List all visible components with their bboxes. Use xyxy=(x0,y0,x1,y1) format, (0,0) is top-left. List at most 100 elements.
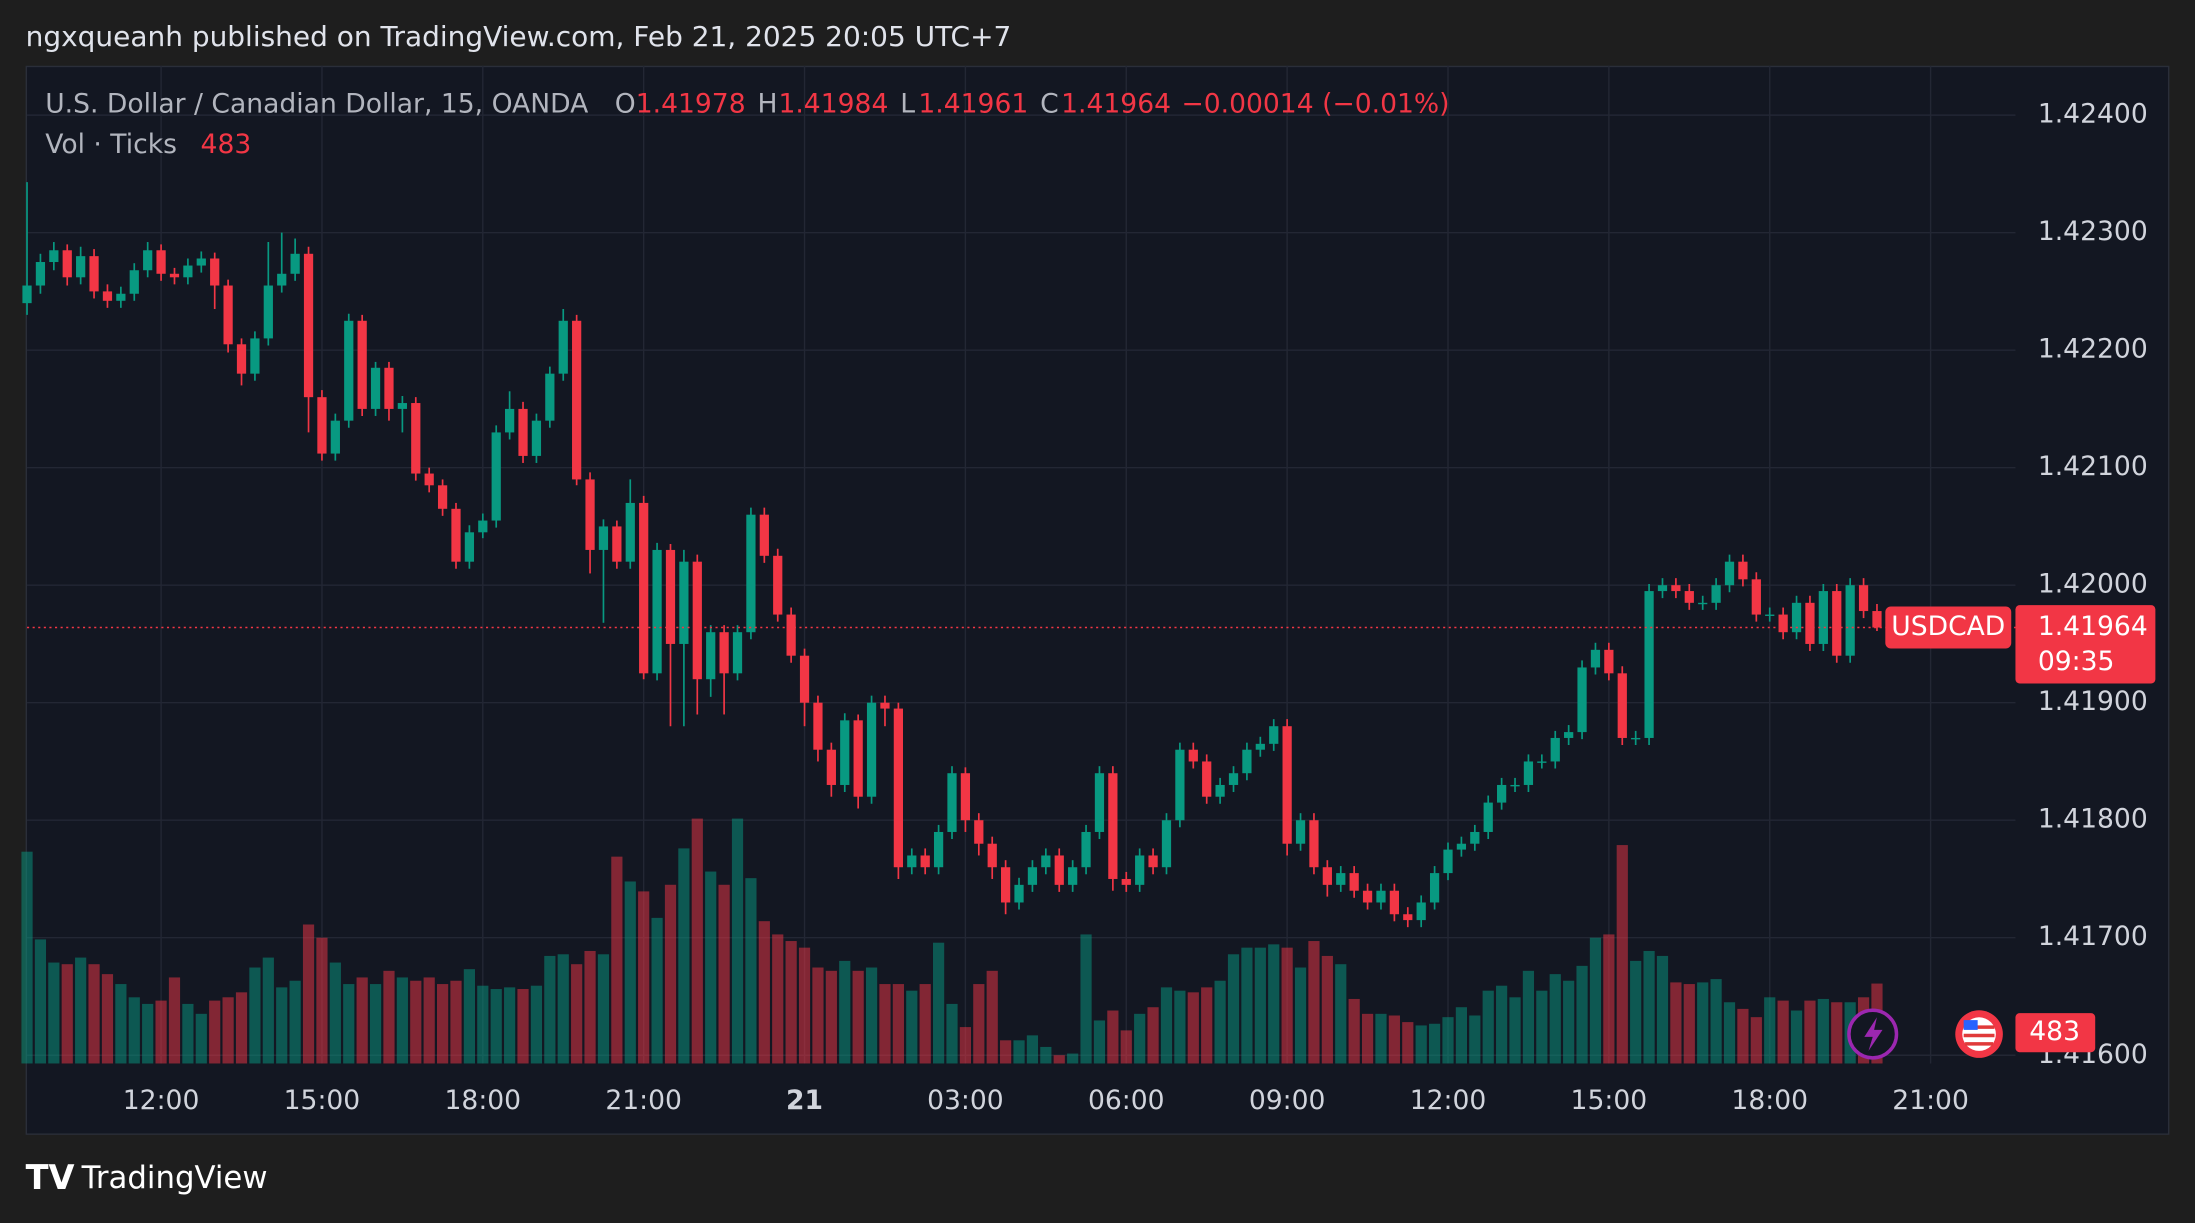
volume-bar xyxy=(463,969,476,1064)
candle-body xyxy=(1510,784,1520,787)
volume-label: Vol · Ticks xyxy=(45,129,177,160)
volume-bar xyxy=(1683,984,1695,1064)
volume-bar xyxy=(1576,965,1588,1064)
candle-body xyxy=(236,344,247,374)
flag-icon[interactable] xyxy=(1955,1010,2003,1058)
candle-body xyxy=(518,408,528,456)
volume-bar xyxy=(1737,1008,1749,1064)
x-tick-label: 15:00 xyxy=(284,1085,361,1116)
volume-bar xyxy=(530,985,543,1064)
volume-bar xyxy=(1563,980,1575,1064)
candle-body xyxy=(1202,761,1212,797)
candle-body xyxy=(1644,591,1654,738)
volume-bar xyxy=(1764,997,1776,1064)
volume-bar xyxy=(48,962,60,1064)
candle-body xyxy=(1362,890,1373,903)
candle-body xyxy=(156,250,166,274)
volume-bar xyxy=(1187,992,1199,1064)
candle-body xyxy=(1161,820,1172,868)
volume-bar xyxy=(1053,1055,1065,1064)
candle-body xyxy=(1684,591,1694,603)
volume-bar xyxy=(919,984,931,1064)
volume-bar xyxy=(423,977,435,1064)
volume-bar xyxy=(705,871,717,1064)
lightning-icon[interactable] xyxy=(1847,1008,1899,1060)
candle-body xyxy=(1001,867,1011,903)
volume-bar xyxy=(852,970,864,1064)
candle-body xyxy=(1215,784,1225,797)
volume-bar xyxy=(1254,947,1266,1064)
volume-bar xyxy=(1160,987,1173,1064)
volume-bar xyxy=(1603,934,1615,1064)
candle-body xyxy=(880,702,890,709)
volume-bar xyxy=(906,990,918,1064)
candle-body xyxy=(987,843,997,868)
candle-body xyxy=(1497,784,1507,803)
volume-bar xyxy=(316,937,328,1064)
candle-body xyxy=(290,253,300,274)
candle-body xyxy=(1617,673,1627,738)
candle-body xyxy=(263,285,273,339)
candle-body xyxy=(773,555,783,615)
y-tick-label: 1.41800 xyxy=(2038,804,2148,835)
candle-body xyxy=(679,561,689,644)
volume-bar xyxy=(1496,985,1508,1064)
candle-body xyxy=(1389,890,1399,915)
volume-bar xyxy=(1616,845,1628,1064)
candle-body xyxy=(210,258,220,286)
y-tick-label: 1.42400 xyxy=(2038,99,2148,130)
candle-body xyxy=(1456,843,1467,850)
candle-body xyxy=(1724,561,1735,586)
candle-body xyxy=(907,855,917,868)
volume-bar xyxy=(745,878,757,1064)
candle-body xyxy=(1550,737,1560,762)
volume-bar xyxy=(1697,982,1709,1064)
candle-body xyxy=(1081,831,1091,868)
volume-bar xyxy=(383,970,395,1064)
x-tick-label: 12:00 xyxy=(123,1085,200,1116)
volume-bar xyxy=(1643,950,1655,1064)
volume-bar xyxy=(1790,1010,1803,1064)
volume-bar xyxy=(1147,1007,1159,1064)
candle-body xyxy=(1282,726,1292,844)
volume-bar xyxy=(61,964,73,1064)
x-tick-label: 21:00 xyxy=(1892,1085,1969,1116)
volume-bar xyxy=(517,989,529,1064)
ohlc-key: H xyxy=(757,88,777,119)
candle-body xyxy=(1671,585,1681,592)
y-tick-label: 1.42100 xyxy=(2038,451,2148,482)
volume-bar xyxy=(1335,964,1347,1064)
x-tick-label: 06:00 xyxy=(1088,1085,1165,1116)
volume-bar xyxy=(1723,1002,1736,1064)
candle-body xyxy=(424,473,434,486)
candle-body xyxy=(89,256,99,292)
candle-body xyxy=(625,502,635,562)
volume-bar xyxy=(1067,1053,1079,1064)
candle-body xyxy=(1845,585,1855,656)
icon-bolt xyxy=(1864,1017,1883,1051)
volume-bar xyxy=(115,984,127,1064)
candle-body xyxy=(49,250,59,263)
candle-body xyxy=(1698,602,1708,605)
volume-bar xyxy=(758,921,770,1064)
labels: 1.42400 1.42300 1.42200 1.42100 1.42000 1.419… xyxy=(123,88,2156,1116)
candle-body xyxy=(1778,614,1788,633)
candle-body xyxy=(572,320,582,480)
volume-bar xyxy=(1817,998,1829,1064)
volume-bar xyxy=(1268,944,1280,1064)
chart-pane xyxy=(25,65,2170,1135)
volume-bar xyxy=(182,1003,194,1064)
volume-bar xyxy=(973,984,985,1064)
volume-bar xyxy=(1670,982,1682,1064)
volume-bar xyxy=(1013,1040,1025,1064)
candle-body xyxy=(853,720,863,797)
candle-body xyxy=(1322,867,1332,885)
volume-bar xyxy=(410,980,422,1064)
ohlc-key: C xyxy=(1040,88,1059,119)
y-tick-label: 1.42300 xyxy=(2038,216,2148,247)
volume-bar xyxy=(946,1003,958,1064)
volume-tag-label: 483 xyxy=(2029,1016,2080,1047)
volume-bar xyxy=(262,957,274,1064)
candle-body xyxy=(1711,585,1721,603)
volume-bar xyxy=(597,954,610,1064)
